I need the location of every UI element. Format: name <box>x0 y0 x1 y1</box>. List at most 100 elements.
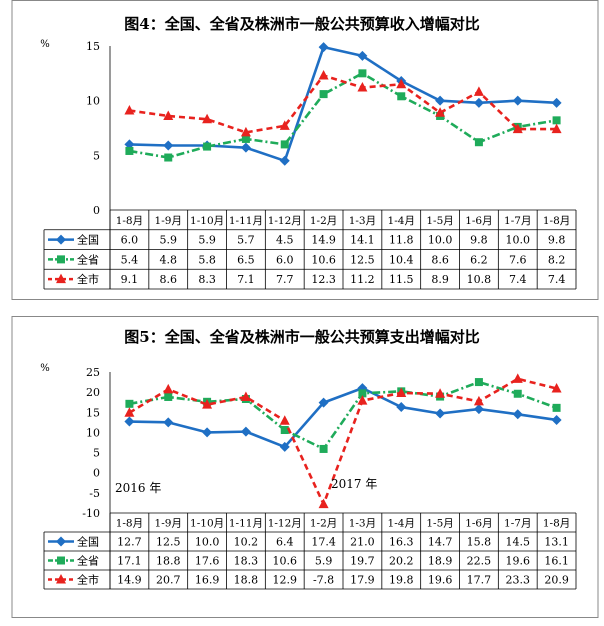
revenue-province-value-cell: 12.5 <box>350 253 375 266</box>
revenue-city-value-cell: 8.3 <box>198 273 216 286</box>
revenue-category-label: 1-8月 <box>543 215 570 227</box>
revenue-growth-chart: 图4：全国、全省及株洲市一般公共预算收入增幅对比% 0 5 10 15 1-8月 1-9月 1… <box>11 0 599 300</box>
expenditure-legend-province-marker <box>57 556 65 565</box>
expenditure-city-point <box>202 399 213 409</box>
revenue-legend-province-name: 全省 <box>77 252 99 266</box>
expenditure-y-tick-label: 15 <box>86 406 100 419</box>
revenue-province-line <box>129 72 557 159</box>
expenditure-city-value-cell: 12.9 <box>273 574 298 587</box>
revenue-province-value-cell: 6.2 <box>470 253 488 266</box>
expenditure-national-point <box>163 417 174 428</box>
revenue-province-point <box>358 69 367 78</box>
revenue-province-value-cell: 6.0 <box>276 253 294 266</box>
revenue-province-point <box>125 146 134 155</box>
expenditure-legend-national-name: 全国 <box>77 535 99 549</box>
expenditure-legend-city-name: 全市 <box>77 573 99 587</box>
revenue-legend-city <box>48 273 74 284</box>
expenditure-legend-province-name: 全省 <box>77 554 99 568</box>
revenue-title: 图4：全国、全省及株洲市一般公共预算收入增幅对比 <box>124 15 479 33</box>
expenditure-national-value-cell: 15.8 <box>467 536 492 549</box>
revenue-y-tick-label: 15 <box>86 40 100 53</box>
expenditure-province-point <box>552 403 561 412</box>
expenditure-province-value-cell: 18.8 <box>156 555 181 568</box>
revenue-legend-city-name: 全市 <box>77 272 99 286</box>
expenditure-city-point <box>435 388 446 398</box>
revenue-city-point <box>202 113 213 124</box>
expenditure-category-label: 1-9月 <box>155 518 182 530</box>
expenditure-y-tick-label: 0 <box>93 467 100 480</box>
expenditure-national-point <box>240 426 251 437</box>
revenue-category-label: 1-12月 <box>268 215 302 227</box>
revenue-national-value-cell: 5.7 <box>237 234 255 247</box>
expenditure-province-value-cell: 16.1 <box>544 555 569 568</box>
revenue-category-label: 1-3月 <box>349 215 376 227</box>
revenue-national-value-cell: 4.5 <box>276 234 294 247</box>
revenue-city-point <box>163 110 174 120</box>
expenditure-province-value-cell: 19.7 <box>350 555 375 568</box>
expenditure-category-label: 1-5月 <box>426 518 453 530</box>
expenditure-category-label: 1-7月 <box>504 518 531 530</box>
revenue-national-point <box>357 50 368 61</box>
revenue-national-point <box>124 139 135 150</box>
expenditure-province-value-cell: 19.6 <box>506 555 531 568</box>
revenue-category-label: 1-10月 <box>190 215 224 227</box>
expenditure-national-value-cell: 14.7 <box>428 536 453 549</box>
expenditure-province-point <box>513 389 522 398</box>
revenue-national-line <box>129 45 557 163</box>
expenditure-category-label: 1-6月 <box>465 518 492 530</box>
revenue-category-label: 1-6月 <box>465 215 492 227</box>
revenue-category-label: 1-8月 <box>116 215 143 227</box>
expenditure-city-value-cell: 17.9 <box>350 574 375 587</box>
expenditure-city-point <box>279 415 290 425</box>
expenditure-legend-national-marker <box>56 536 66 547</box>
expenditure-city-value-cell: 16.9 <box>195 574 220 587</box>
expenditure-province-value-cell: 5.9 <box>315 555 333 568</box>
revenue-series-city <box>124 70 562 137</box>
expenditure-legend-city <box>48 574 74 584</box>
revenue-city-value-cell: 7.4 <box>548 273 566 286</box>
revenue-province-value-cell: 5.8 <box>198 253 216 266</box>
revenue-city-point <box>473 86 484 96</box>
revenue-y-tick-label: 5 <box>93 149 100 162</box>
expenditure-national-point <box>396 402 407 413</box>
revenue-province-point <box>164 153 173 162</box>
expenditure-national-point <box>202 427 213 438</box>
expenditure-legend-province <box>48 556 74 565</box>
revenue-province-value-cell: 5.4 <box>121 253 139 266</box>
revenue-province-value-cell: 8.6 <box>431 253 449 266</box>
revenue-category-label: 1-2月 <box>310 215 337 227</box>
revenue-national-value-cell: 14.1 <box>350 234 375 247</box>
expenditure-city-point <box>163 383 174 394</box>
expenditure-legend-city-marker <box>56 574 66 584</box>
expenditure-province-point <box>164 392 173 401</box>
expenditure-province-line <box>129 380 558 451</box>
expenditure-national-value-cell: 10.0 <box>195 536 220 549</box>
revenue-national-point <box>473 97 484 108</box>
revenue-city-point <box>279 120 290 130</box>
expenditure-province-value-cell: 18.9 <box>428 555 453 568</box>
expenditure-legend-national <box>48 536 74 547</box>
expenditure-province-value-cell: 10.6 <box>273 555 298 568</box>
expenditure-category-label: 1-4月 <box>388 518 415 530</box>
expenditure-y-unit-label: % <box>40 363 50 374</box>
expenditure-national-point <box>473 404 484 415</box>
expenditure-city-value-cell: 20.9 <box>544 574 569 587</box>
expenditure-y-tick-label: -5 <box>89 487 100 500</box>
expenditure-city-value-cell: 23.3 <box>506 574 531 587</box>
revenue-national-value-cell: 11.8 <box>389 234 414 247</box>
revenue-national-value-cell: 14.9 <box>311 234 336 247</box>
expenditure-national-value-cell: 12.5 <box>156 536 181 549</box>
revenue-city-value-cell: 8.9 <box>431 273 449 286</box>
revenue-legend-province <box>48 255 74 264</box>
revenue-city-point <box>124 105 135 115</box>
expenditure-series-city <box>124 373 562 509</box>
revenue-national-point <box>435 95 446 106</box>
revenue-national-value-cell: 9.8 <box>548 234 566 247</box>
expenditure-national-point <box>512 409 523 420</box>
revenue-legend-national-name: 全国 <box>77 233 99 247</box>
expenditure-series-national <box>124 383 562 452</box>
revenue-province-point <box>203 142 212 151</box>
revenue-legend-province-marker <box>57 255 65 264</box>
revenue-province-point <box>319 90 328 99</box>
expenditure-category-label: 1-2月 <box>310 518 337 530</box>
